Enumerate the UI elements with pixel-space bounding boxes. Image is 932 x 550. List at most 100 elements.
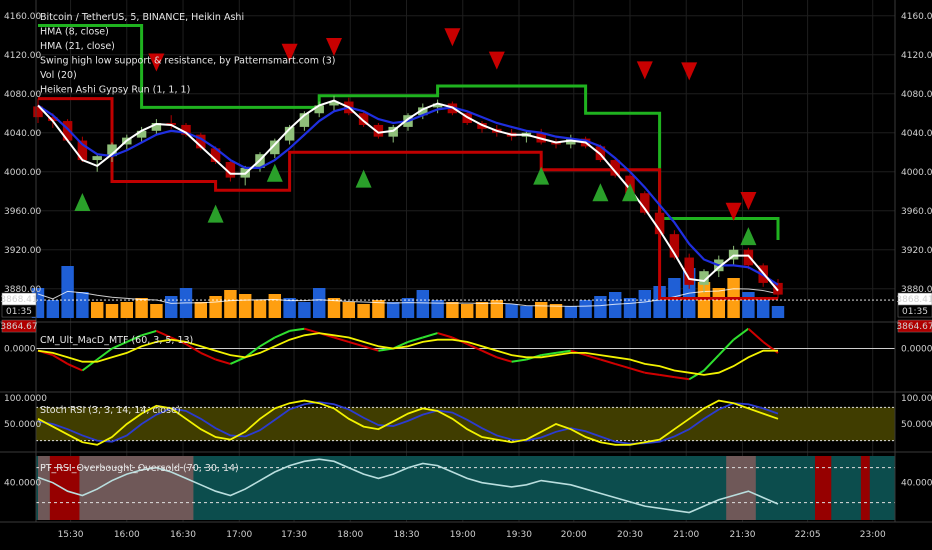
macd-line-segment xyxy=(215,358,231,365)
support-line xyxy=(38,97,778,300)
macd-line-segment xyxy=(126,334,143,343)
price-tick-left: 4120.00 xyxy=(4,51,41,61)
volume-bar xyxy=(224,290,237,318)
volume-bar xyxy=(520,306,533,318)
stoch-legend: Stoch RSI (3, 3, 14, 14, close) xyxy=(40,405,181,416)
volume-bar xyxy=(312,288,326,318)
macd-line-segment xyxy=(718,339,735,356)
price-tick-left: 4160.00 xyxy=(4,12,41,22)
volume-bar xyxy=(608,292,622,318)
volume-bar xyxy=(327,298,341,318)
sell-arrow xyxy=(281,43,298,62)
candle-body xyxy=(743,249,754,266)
volume-bar xyxy=(61,266,74,318)
volume-bar xyxy=(549,304,563,318)
macd-line-segment xyxy=(52,354,69,365)
candle-body xyxy=(640,193,650,213)
price-tick-left: 3880.00 xyxy=(4,285,41,295)
price-badge-text: 3868.41 xyxy=(896,295,932,305)
sell-arrow xyxy=(148,53,165,72)
volume-bar xyxy=(564,306,578,318)
candle-body xyxy=(329,101,339,106)
volume-bar xyxy=(164,296,178,318)
price-badge-text: 3864.67 xyxy=(896,322,932,332)
stoch-rsi-pane[interactable] xyxy=(36,399,895,446)
stoch-k-line xyxy=(37,399,779,446)
candle-body xyxy=(684,257,694,285)
candle-body xyxy=(654,212,665,235)
stoch-tick-right: 100.0000 xyxy=(901,394,932,404)
macd-line-segment xyxy=(437,332,453,339)
macd-line-segment xyxy=(244,345,261,359)
candle-body xyxy=(432,103,443,108)
volume-bar xyxy=(505,304,518,318)
time-tick-label: 23:00 xyxy=(860,530,886,540)
sell-arrow xyxy=(636,61,653,80)
macd-line-segment xyxy=(200,351,217,361)
volume-bar xyxy=(460,304,474,318)
volume-bar xyxy=(490,300,504,318)
price-tick-right: 4080.00 xyxy=(901,90,932,100)
macd-line-segment xyxy=(585,354,601,361)
candle-body xyxy=(284,126,295,141)
macd-line-segment xyxy=(422,332,438,339)
buy-arrow xyxy=(592,183,609,202)
main-legend-line: Swing high low support & resistance, by … xyxy=(40,56,335,67)
volume-bar xyxy=(431,300,444,318)
volume-bar xyxy=(534,302,548,318)
macd-line-segment xyxy=(333,336,350,343)
volume-bar xyxy=(386,302,400,318)
volume-bar xyxy=(283,298,296,318)
macd-pane[interactable] xyxy=(36,327,895,381)
candle-body xyxy=(181,124,191,135)
time-tick-label: 22:05 xyxy=(795,530,821,540)
volume-bar xyxy=(416,290,430,318)
price-pane[interactable] xyxy=(31,24,895,319)
buy-arrow xyxy=(266,163,283,182)
macd-line-segment xyxy=(644,371,660,376)
macd-line-segment xyxy=(141,329,157,337)
time-tick-label: 21:00 xyxy=(673,530,699,540)
volume-bar xyxy=(342,302,356,318)
macd-line-segment xyxy=(185,343,202,354)
rsi-oversold-zone xyxy=(815,456,832,520)
volume-bar xyxy=(742,292,755,318)
macd-line-segment xyxy=(511,358,527,363)
price-badge-left xyxy=(1,304,37,318)
buy-arrow xyxy=(355,169,372,188)
volume-ma-line xyxy=(37,288,779,307)
macd-legend: CM_Ult_MacD_MTF (60, 3, 5, 13) xyxy=(40,335,193,346)
volume-bar xyxy=(623,298,637,318)
candle-body xyxy=(669,234,680,258)
macd-line-segment xyxy=(274,329,291,339)
time-tick-label: 20:00 xyxy=(561,530,587,540)
sell-arrow xyxy=(488,51,505,70)
stoch-d-line xyxy=(37,401,779,445)
price-badge-text: 3868.41 xyxy=(0,295,37,305)
macd-line-segment xyxy=(747,327,764,343)
volume-bar xyxy=(475,302,489,318)
volume-bar xyxy=(120,302,134,318)
time-tick-label: 15:30 xyxy=(58,530,84,540)
time-tick-label: 18:30 xyxy=(394,530,420,540)
price-tick-right: 4160.00 xyxy=(901,12,932,22)
price-tick-right: 4120.00 xyxy=(901,51,932,61)
time-tick-label: 19:00 xyxy=(450,530,476,540)
candle-body xyxy=(358,113,369,125)
volume-bar xyxy=(401,298,415,318)
rsi-overbought-zone xyxy=(726,456,756,520)
volume-bar xyxy=(771,306,785,318)
macd-line-segment xyxy=(733,327,749,341)
macd-line-segment xyxy=(407,336,424,343)
macd-line-segment xyxy=(289,327,305,332)
volume-bar xyxy=(150,304,163,318)
candle-body xyxy=(373,124,384,137)
rsi-pane[interactable] xyxy=(36,456,895,520)
volume-bar xyxy=(638,290,652,318)
price-tick-right: 3880.00 xyxy=(901,285,932,295)
candle-body xyxy=(48,117,58,122)
rsi-line xyxy=(37,458,779,514)
macd-line-segment xyxy=(541,351,557,357)
volume-bar xyxy=(594,296,607,318)
